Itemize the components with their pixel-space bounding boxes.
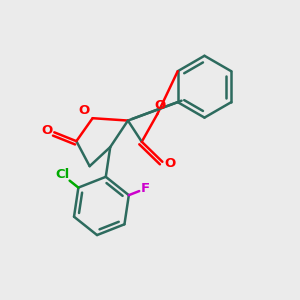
Text: Cl: Cl	[55, 168, 69, 181]
Text: O: O	[41, 124, 52, 137]
Text: F: F	[141, 182, 150, 195]
Text: O: O	[154, 99, 165, 112]
Text: O: O	[164, 157, 176, 170]
Text: O: O	[79, 104, 90, 117]
